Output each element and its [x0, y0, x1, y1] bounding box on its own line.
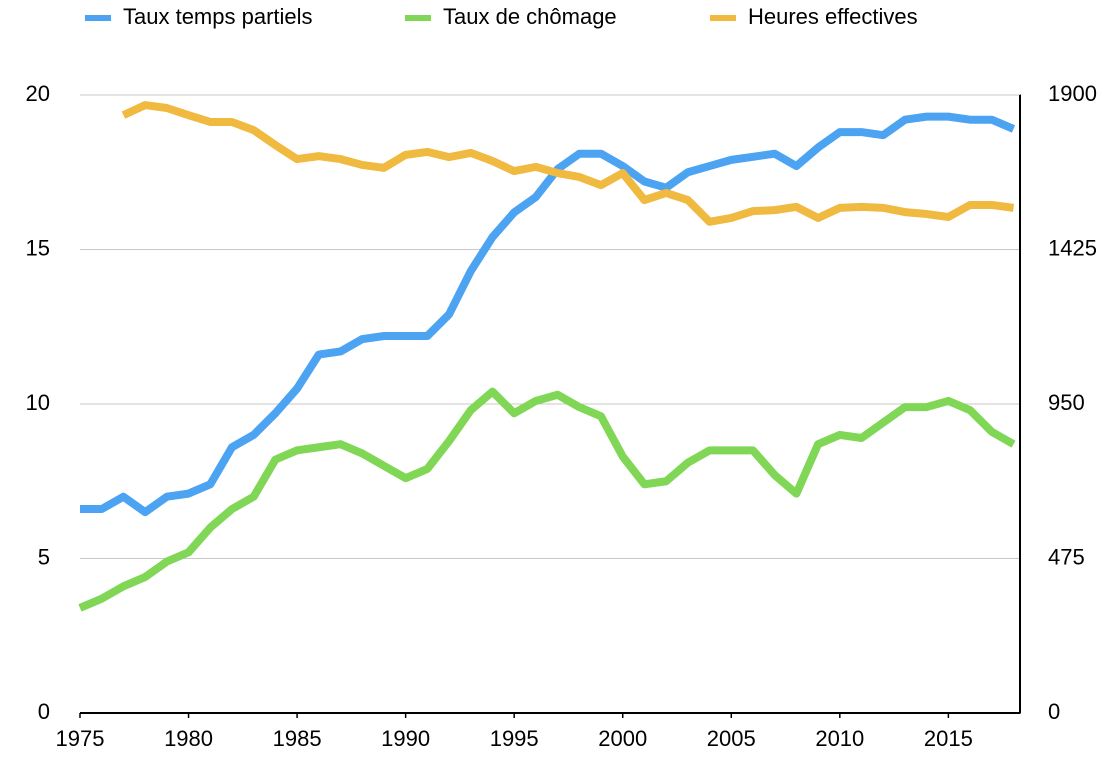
legend-label: Taux temps partiels [123, 4, 313, 29]
y2-tick-label: 1425 [1048, 235, 1097, 260]
y-tick-label: 20 [26, 81, 50, 106]
x-tick-label: 1980 [164, 726, 213, 751]
y-tick-label: 0 [38, 699, 50, 724]
series-line [78, 387, 1016, 612]
x-tick-label: 1990 [381, 726, 430, 751]
y-tick-label: 15 [26, 235, 50, 260]
legend-label: Heures effectives [748, 4, 918, 29]
y2-tick-label: 0 [1048, 699, 1060, 724]
y-tick-label: 10 [26, 390, 50, 415]
series-line [121, 101, 1015, 226]
series-line [80, 112, 1016, 517]
y2-tick-label: 475 [1048, 544, 1085, 569]
x-tick-label: 2000 [598, 726, 647, 751]
legend-label: Taux de chômage [443, 4, 617, 29]
y2-tick-label: 950 [1048, 390, 1085, 415]
x-tick-label: 2010 [815, 726, 864, 751]
y2-tick-label: 1900 [1048, 81, 1097, 106]
x-tick-label: 1985 [273, 726, 322, 751]
x-tick-label: 1995 [490, 726, 539, 751]
x-tick-label: 1975 [56, 726, 105, 751]
x-tick-label: 2005 [707, 726, 756, 751]
x-tick-label: 2015 [924, 726, 973, 751]
y-tick-label: 5 [38, 544, 50, 569]
